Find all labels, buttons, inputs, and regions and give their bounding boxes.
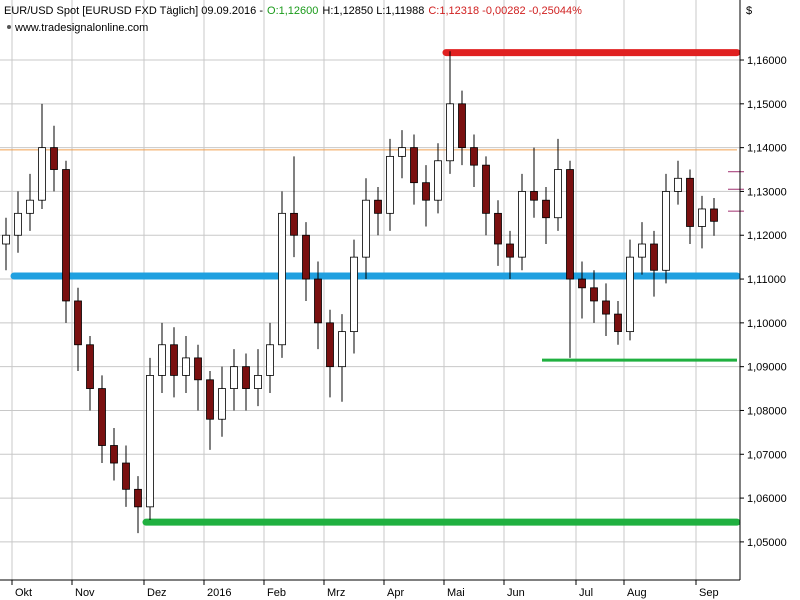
candle-body	[482, 164, 490, 214]
candle-body	[350, 256, 358, 333]
x-tick-label: Dez	[147, 587, 167, 599]
candle-body	[674, 177, 682, 192]
y-tick-label: 1,12000	[747, 230, 787, 242]
candle-body	[602, 300, 610, 315]
y-tick-label: 1,15000	[747, 99, 787, 111]
candle-body	[530, 191, 538, 201]
candle-body	[50, 147, 58, 170]
candle-body	[290, 212, 298, 236]
candle-body	[590, 287, 598, 302]
levels	[0, 49, 744, 526]
candle-body	[110, 445, 118, 464]
candle-body	[206, 379, 214, 420]
source: www.tradesignalonline.com	[14, 22, 148, 34]
candle-body	[14, 212, 22, 236]
candle-body	[302, 234, 310, 280]
candle-body	[374, 199, 382, 214]
candle-body	[542, 199, 550, 219]
candle-body	[566, 169, 574, 280]
candle-body	[158, 344, 166, 376]
candle-body	[410, 147, 418, 184]
candle-body	[638, 243, 646, 258]
candle-body	[338, 331, 346, 368]
unit: $	[746, 5, 752, 17]
candle-body	[458, 103, 466, 149]
candle-body	[170, 344, 178, 376]
source-icon	[7, 25, 11, 29]
y-tick-label: 1,09000	[747, 362, 787, 374]
x-tick-label: Sep	[699, 587, 719, 599]
y-tick-label: 1,13000	[747, 186, 787, 198]
candle-body	[38, 147, 46, 201]
candle-body	[422, 182, 430, 201]
x-tick-label: Aug	[627, 587, 647, 599]
quote-change: C:1,12318 -0,00282 -0,25044%	[428, 5, 582, 17]
candle-body	[662, 191, 670, 271]
y-tick-label: 1,16000	[747, 55, 787, 67]
candle-body	[398, 147, 406, 157]
candle-body	[686, 177, 694, 227]
candle-body	[74, 300, 82, 346]
candle-body	[506, 243, 514, 258]
candle-body	[446, 103, 454, 162]
candle-body	[2, 234, 10, 245]
y-tick-label: 1,06000	[747, 493, 787, 505]
y-tick-label: 1,05000	[747, 537, 787, 549]
candle-body	[266, 344, 274, 376]
candle-body	[326, 322, 334, 368]
candle-body	[182, 357, 190, 376]
candle-body	[470, 147, 478, 166]
candle-body	[626, 256, 634, 333]
y-tick-label: 1,08000	[747, 405, 787, 417]
candle-body	[434, 160, 442, 201]
candle-body	[86, 344, 94, 389]
candle-body	[494, 212, 502, 245]
candle-body	[614, 313, 622, 333]
y-tick-label: 1,14000	[747, 143, 787, 155]
quote-range: H:1,12850 L:1,11988	[322, 5, 424, 17]
candle-body	[230, 366, 238, 389]
x-tick-label: Apr	[387, 587, 404, 599]
x-tick-label: Mrz	[327, 587, 345, 599]
x-tick-label: Feb	[267, 587, 286, 599]
candle-body	[254, 375, 262, 389]
candle-body	[650, 243, 658, 271]
candle-body	[554, 169, 562, 219]
x-tick-label: Okt	[15, 587, 32, 599]
y-tick-label: 1,07000	[747, 449, 787, 461]
candle-body	[134, 488, 142, 508]
y-tick-label: 1,10000	[747, 318, 787, 330]
candle-body	[242, 366, 250, 389]
candle-body	[98, 388, 106, 446]
candle-body	[314, 278, 322, 324]
candle-body	[710, 208, 718, 222]
candle-body	[386, 155, 394, 214]
candle-body	[194, 357, 202, 381]
candle-body	[578, 278, 586, 289]
title: EUR/USD Spot [EURUSD FXD Täglich] 09.09.…	[4, 5, 263, 17]
candle-body	[62, 169, 70, 302]
x-tick-label: 2016	[207, 587, 231, 599]
candle-body	[698, 208, 706, 227]
candle-body	[26, 199, 34, 214]
y-tick-label: 1,11000	[747, 274, 786, 286]
x-tick-label: Jul	[579, 587, 593, 599]
candle-body	[362, 199, 370, 258]
candle-body	[122, 462, 130, 490]
candle-body	[146, 375, 154, 508]
candle-body	[218, 388, 226, 420]
candle-body	[518, 191, 526, 258]
candle-body	[278, 212, 286, 346]
x-tick-label: Nov	[75, 587, 95, 599]
chart-title: EUR/USD Spot [EURUSD FXD Täglich] 09.09.…	[4, 5, 582, 17]
x-tick-label: Jun	[507, 587, 525, 599]
quote-open: O:1,12600	[267, 5, 318, 17]
candles	[2, 51, 718, 534]
x-tick-label: Mai	[447, 587, 465, 599]
